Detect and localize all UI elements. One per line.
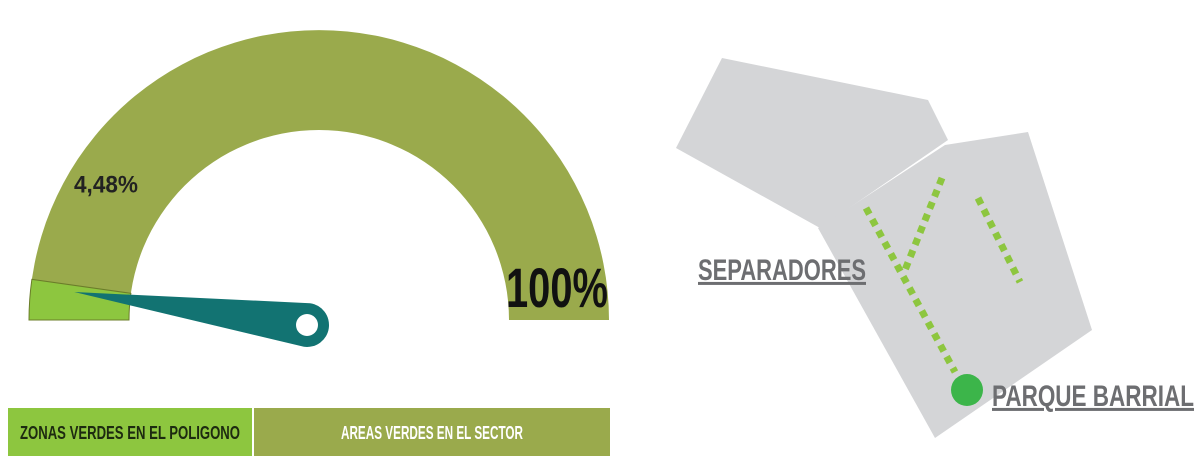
- sector-map: SEPARADORES PARQUE BARRIAL: [676, 58, 1194, 438]
- gauge-arc: [29, 30, 609, 320]
- gauge-segment: [28, 278, 132, 321]
- gauge-needle: [74, 292, 330, 348]
- legend-label: AREAS VERDES EN EL SECTOR: [341, 423, 523, 443]
- separator-path: [901, 176, 946, 272]
- map-block: [818, 132, 1092, 438]
- separator-path: [974, 196, 1024, 284]
- legend-swatch: [8, 408, 252, 456]
- map-label: SEPARADORES: [698, 254, 866, 287]
- value-label: 4,48%: [74, 171, 138, 198]
- needle-hub: [296, 314, 318, 336]
- park-marker: [951, 374, 983, 406]
- legend-label: ZONAS VERDES EN EL POLIGONO: [20, 423, 240, 443]
- map-label: PARQUE BARRIAL: [992, 380, 1194, 413]
- legend-swatch: [254, 408, 610, 456]
- value-label: 100%: [506, 256, 608, 319]
- separator-path: [862, 206, 959, 374]
- map-block: [676, 58, 948, 228]
